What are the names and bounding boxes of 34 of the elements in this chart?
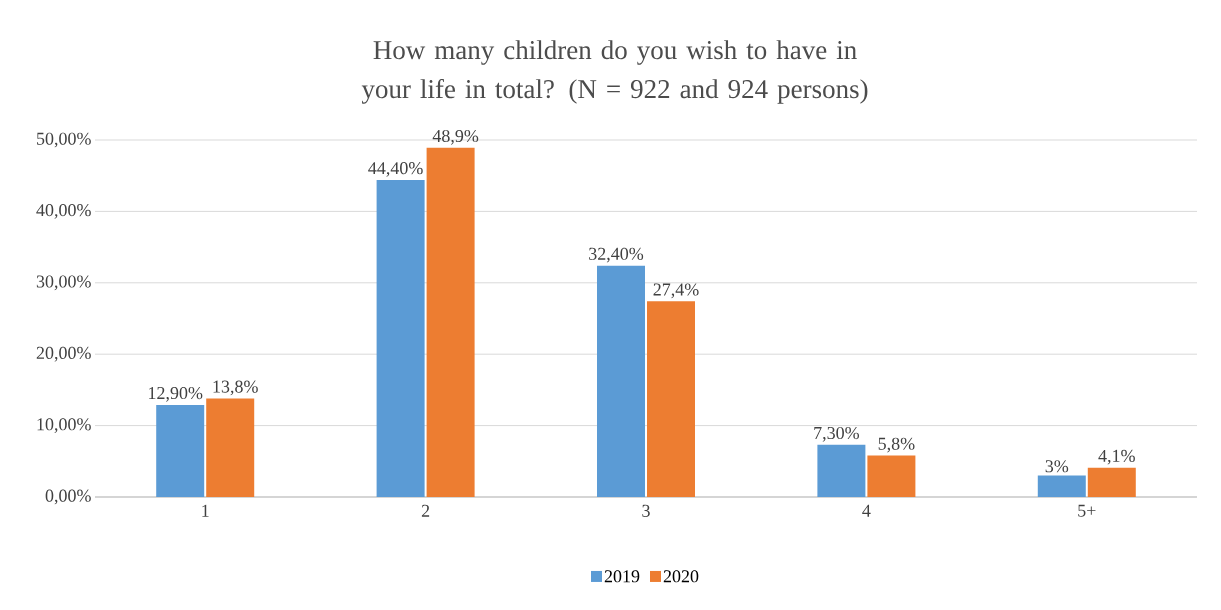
data-label: 48,9% bbox=[432, 129, 479, 145]
bar bbox=[376, 179, 425, 497]
bar bbox=[817, 444, 866, 497]
y-tick-label: 30,00% bbox=[36, 275, 91, 291]
bar bbox=[156, 404, 205, 497]
legend-label: 2020 bbox=[663, 570, 699, 583]
y-tick-label: 10,00% bbox=[37, 418, 91, 433]
bar bbox=[206, 398, 255, 497]
x-tick-label: 1 bbox=[202, 504, 209, 517]
y-tick-label: 0,00% bbox=[45, 489, 91, 505]
x-tick-label: 4 bbox=[862, 504, 871, 517]
data-label: 32,40% bbox=[589, 247, 644, 263]
x-tick-label: 2 bbox=[421, 504, 430, 517]
chart-title: How many children do you wish to have in your life in total? (N = 922 and 924 persons) bbox=[361, 40, 868, 104]
data-label: 4,1% bbox=[1098, 449, 1135, 465]
y-tick-label: 50,00% bbox=[37, 132, 91, 148]
data-label: 3% bbox=[1045, 460, 1069, 473]
data-label: 13,8% bbox=[213, 380, 258, 396]
y-tick-label: 40,00% bbox=[36, 204, 91, 219]
bar bbox=[426, 147, 475, 497]
bar bbox=[1037, 475, 1086, 497]
data-label: 5,8% bbox=[878, 437, 915, 453]
data-label: 7,30% bbox=[814, 426, 860, 442]
legend-label: 2019 bbox=[604, 570, 640, 583]
data-label: 44,40% bbox=[368, 162, 423, 177]
x-tick-label: 3 bbox=[642, 504, 650, 517]
bar bbox=[1087, 467, 1136, 497]
bar bbox=[867, 455, 916, 497]
y-tick-label: 20,00% bbox=[36, 346, 91, 362]
data-label: 12,90% bbox=[149, 386, 203, 402]
bar bbox=[597, 265, 645, 497]
x-tick-label: 5+ bbox=[1078, 504, 1096, 517]
data-label: 27,4% bbox=[653, 283, 699, 299]
bar bbox=[647, 301, 695, 497]
